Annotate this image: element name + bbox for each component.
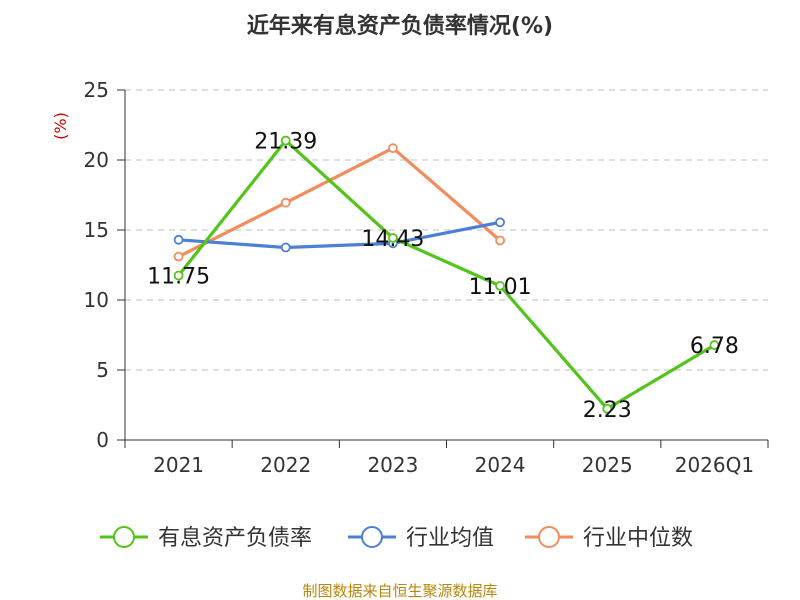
x-tick-label: 2025 bbox=[582, 453, 633, 477]
y-tick-label: 25 bbox=[84, 78, 109, 102]
legend-label: 行业中位数 bbox=[583, 526, 693, 551]
data-label: 21.39 bbox=[254, 130, 317, 155]
data-label: 6.78 bbox=[690, 334, 739, 359]
chart-title: 近年来有息资产负债率情况(%) bbox=[247, 13, 553, 39]
source-note: 制图数据来自恒生聚源数据库 bbox=[302, 582, 497, 600]
data-label: 11.01 bbox=[469, 275, 532, 300]
legend-marker bbox=[538, 526, 560, 548]
legend-marker bbox=[361, 526, 383, 548]
y-tick-label: 20 bbox=[84, 148, 109, 172]
series-1-point bbox=[388, 233, 398, 243]
x-tick-label: 2023 bbox=[367, 453, 418, 477]
series-line-3 bbox=[177, 146, 502, 259]
series-3-point bbox=[280, 197, 291, 208]
series-line-2 bbox=[178, 220, 501, 250]
legend: 有息资产负债率 行业均值 行业中位数 bbox=[100, 526, 693, 551]
x-tick-label: 2022 bbox=[260, 453, 311, 477]
legend-label: 有息资产负债率 bbox=[158, 526, 312, 551]
legend-label: 行业均值 bbox=[406, 526, 494, 551]
x-tick-label: 2024 bbox=[475, 453, 526, 477]
y-tick-label: 10 bbox=[84, 288, 109, 312]
data-label: 11.75 bbox=[147, 265, 210, 290]
data-label: 14.43 bbox=[361, 227, 424, 252]
data-label: 2.23 bbox=[583, 398, 632, 423]
y-tick-label: 5 bbox=[96, 358, 109, 382]
series-layer bbox=[173, 135, 720, 414]
y-axis-unit-label: (%) bbox=[51, 112, 70, 140]
series-1-point bbox=[602, 403, 613, 414]
series-2-point bbox=[280, 242, 291, 253]
data-labels: 11.75 21.39 14.43 11.01 2.23 6.78 bbox=[147, 130, 739, 423]
legend-marker bbox=[113, 526, 135, 548]
series-line-1 bbox=[177, 138, 716, 411]
y-tick-label: 0 bbox=[96, 428, 109, 452]
series-3-point bbox=[173, 251, 184, 262]
series-2-point bbox=[495, 217, 505, 228]
series-1-point bbox=[173, 270, 184, 281]
series-3-point bbox=[388, 143, 398, 154]
x-tick-label: 2026Q1 bbox=[675, 453, 754, 477]
series-1-point bbox=[280, 135, 291, 146]
y-tick-label: 15 bbox=[84, 218, 109, 242]
grid-lines bbox=[125, 89, 768, 371]
series-1-point bbox=[709, 340, 720, 350]
series-2-point bbox=[173, 234, 184, 245]
x-tick-label: 2021 bbox=[153, 453, 204, 477]
series-3-point bbox=[495, 235, 505, 246]
series-1-point bbox=[495, 280, 505, 291]
